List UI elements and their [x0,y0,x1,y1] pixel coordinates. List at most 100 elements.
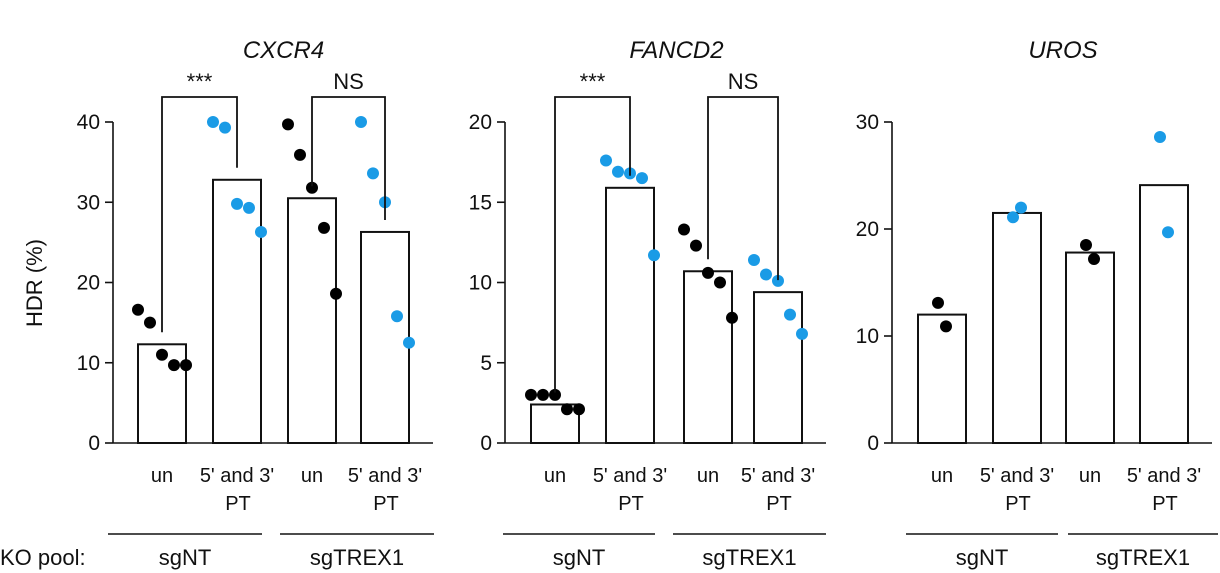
data-point [537,388,549,401]
data-point [561,403,573,416]
data-point [612,165,624,178]
category-label: un [697,465,719,487]
ko-pool-label: KO pool: [0,545,86,570]
category-label: PT [1152,493,1178,515]
category-label: 5' and 3' [200,465,274,487]
bar [1139,184,1189,444]
chart-title: UROS [1028,37,1097,64]
data-point [784,308,796,321]
data-point [294,148,306,161]
category-label: 5' and 3' [1127,465,1201,487]
data-point [180,359,192,372]
data-point [219,121,231,134]
chart-title: CXCR4 [243,37,324,64]
category-label: 5' and 3' [741,465,815,487]
data-point [330,287,342,300]
y-tick-label: 10 [77,352,100,375]
data-point [525,388,537,401]
data-point [282,118,294,131]
y-tick-label: 10 [469,272,492,295]
category-label: 5' and 3' [980,465,1054,487]
data-point [573,403,585,416]
data-point [1154,130,1166,143]
panel-cxcr4: CXCR4 0 10 20 30 40 *** NS un 5' and 3' PT un 5' and… [77,37,434,570]
significance-bracket [707,96,779,281]
data-point [714,276,726,289]
y-tick-label: 20 [856,218,879,241]
significance-label: NS [728,69,759,94]
data-point [255,225,267,238]
bar [137,343,187,445]
data-point [231,197,243,210]
category-label: PT [1005,493,1031,515]
group-label: sgNT [956,545,1009,570]
panel-fancd2: FANCD2 0 5 10 15 20 *** NS un 5' and 3' PT un 5' and… [469,37,826,570]
bar [605,186,655,444]
category-label: un [544,465,566,487]
y-tick-label: 5 [480,352,492,375]
data-point [355,116,367,128]
significance-bracket [311,96,386,220]
y-tick-label: 10 [856,325,879,348]
category-label: un [151,465,173,487]
y-tick-label: 0 [480,432,492,455]
data-point [156,348,168,361]
group-label: sgTREX1 [1096,545,1190,570]
category-label: 5' and 3' [593,465,667,487]
data-point [403,336,415,349]
data-point [144,316,156,329]
data-point [1007,211,1019,224]
data-point [600,154,612,167]
category-label: un [931,465,953,487]
data-point [168,359,180,372]
category-label: un [1079,465,1101,487]
bar [1065,251,1115,444]
bar [360,230,410,444]
data-point [690,239,702,252]
data-point [318,221,330,234]
data-point [702,266,714,279]
data-point [636,172,648,185]
bar [212,178,262,444]
data-point [678,223,690,236]
category-label: PT [225,493,251,515]
data-point [1015,201,1027,214]
significance-bracket [554,96,631,393]
data-point [1088,252,1100,265]
y-tick-label: 15 [469,191,492,214]
y-tick-label: 30 [77,191,100,214]
data-point [760,268,772,281]
category-label: PT [373,493,399,515]
y-tick-label: 20 [469,111,492,134]
panel-uros: UROS 0 10 20 30 un 5' and 3' PT un 5' and 3' PT sgN… [856,37,1218,570]
bar [753,291,803,444]
y-tick-label: 30 [856,111,879,134]
chart-panels: CXCR4 0 10 20 30 40 *** NS un 5' and 3' PT un 5' and… [77,37,1218,570]
significance-label: NS [333,69,364,94]
y-tick-label: 20 [77,272,100,295]
data-point [207,116,219,128]
significance-label: *** [187,69,213,94]
group-label: sgTREX1 [310,545,404,570]
data-point [796,327,808,340]
data-point [391,310,403,323]
group-label: sgTREX1 [702,545,796,570]
data-point [748,254,760,267]
data-point [549,388,561,401]
bar [992,211,1042,444]
bar [683,270,733,445]
data-point [306,181,318,194]
data-point [648,249,660,262]
data-point [132,303,144,316]
category-label: 5' and 3' [348,465,422,487]
y-tick-label: 40 [77,111,100,134]
group-label: sgNT [553,545,606,570]
data-point [772,274,784,287]
data-point [243,201,255,214]
y-tick-label: 0 [88,432,100,455]
category-label: PT [618,493,644,515]
y-tick-label: 0 [867,432,879,455]
data-point [367,167,379,180]
category-label: PT [766,493,792,515]
